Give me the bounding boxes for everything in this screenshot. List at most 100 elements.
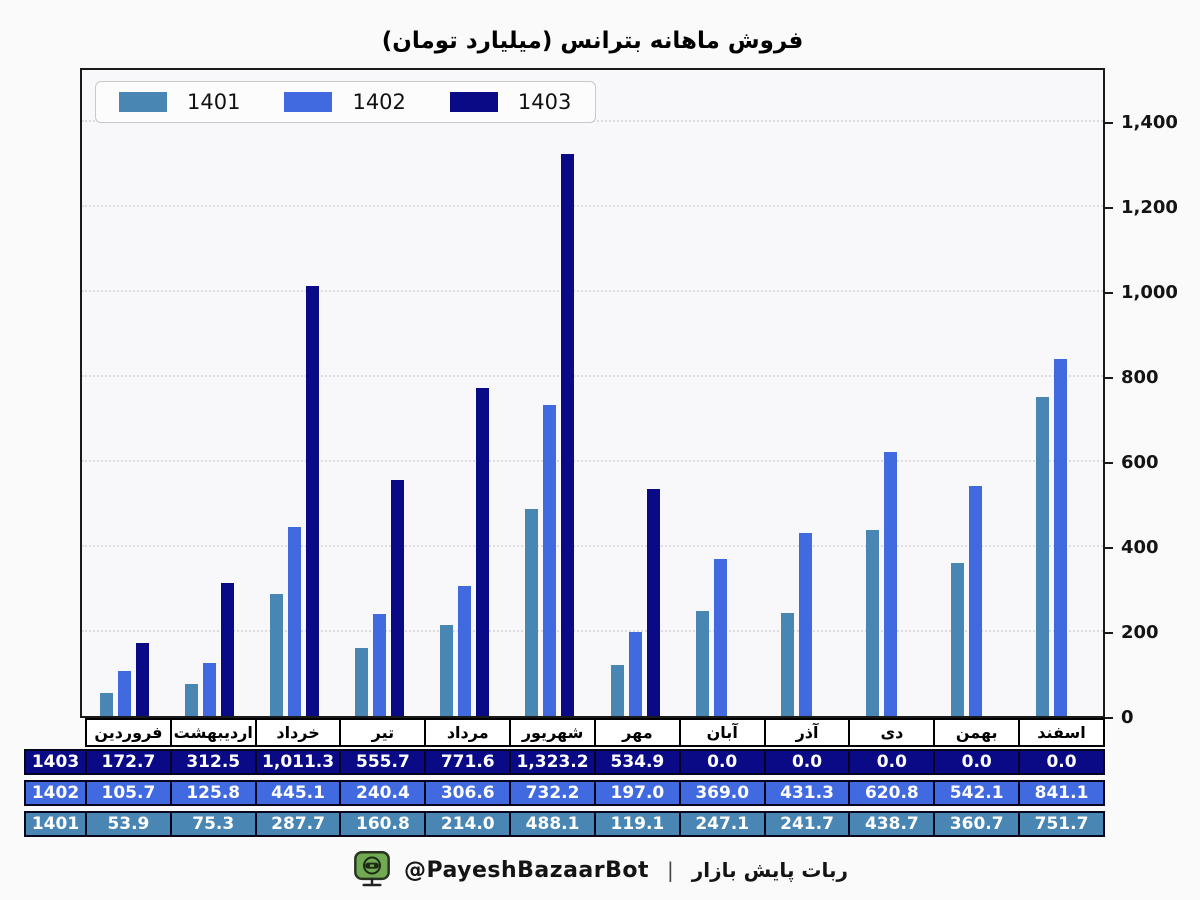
value-cell-1401-m7: 119.1 bbox=[596, 813, 681, 835]
value-cell-1401-m5: 214.0 bbox=[426, 813, 512, 835]
value-cell-1401-m8: 247.1 bbox=[681, 813, 766, 835]
bar-1403-m5 bbox=[476, 388, 490, 716]
bar-1401-m12 bbox=[1035, 397, 1049, 716]
month-header-cell-12: اسفند bbox=[1037, 723, 1086, 742]
plot-area: 1401 1402 1403 bbox=[80, 68, 1105, 718]
value-cell-1401-m10: 438.7 bbox=[850, 813, 936, 835]
y-tick-label: 800 bbox=[1121, 367, 1159, 388]
bar-1402-m11 bbox=[968, 486, 982, 716]
legend-label-1402: 1402 bbox=[352, 90, 406, 114]
table-row-1403: 1403 172.7 312.5 1,011.3 555.7 771.6 1,323.2 53… bbox=[24, 749, 1105, 775]
month-header-cell-6: شهریور bbox=[511, 720, 596, 745]
month-header-cell-11: بهمن bbox=[935, 720, 1021, 745]
bar-1402-m2 bbox=[203, 663, 217, 716]
month-header-cell-2: اردیبهشت bbox=[172, 720, 257, 745]
bar-group-m9 bbox=[763, 70, 848, 716]
legend: 1401 1402 1403 bbox=[95, 81, 597, 123]
year-cell-1402: 1402 bbox=[26, 782, 87, 804]
value-cell-1402-m10: 620.8 bbox=[850, 782, 936, 804]
legend-label-1401: 1401 bbox=[187, 90, 241, 114]
bar-group-m6 bbox=[507, 70, 592, 716]
value-cell-1403-m3: 1,011.3 bbox=[257, 751, 342, 773]
y-tick-label: 1,200 bbox=[1121, 197, 1178, 218]
value-cell-1403-m11: 0.0 bbox=[935, 751, 1021, 773]
legend-item-1402: 1402 bbox=[284, 90, 406, 114]
bar-group-m4 bbox=[337, 70, 422, 716]
bar-1402-m7 bbox=[628, 632, 642, 716]
bar-group-m3 bbox=[252, 70, 337, 716]
month-header-cell-5: مرداد bbox=[426, 720, 512, 745]
value-cell-1402-m1: 105.7 bbox=[87, 782, 172, 804]
value-cell-1402-m7: 197.0 bbox=[596, 782, 681, 804]
gridline bbox=[82, 545, 1103, 547]
bar-group-m8 bbox=[678, 70, 763, 716]
bot-handle[interactable]: @PayeshBazaarBot bbox=[403, 857, 650, 883]
footer: @PayeshBazaarBot | ربات پایش بازار bbox=[0, 848, 1200, 892]
table-row-1401: 1401 53.9 75.3 287.7 160.8 214.0 488.1 119.1 247… bbox=[24, 811, 1105, 837]
bar-1403-m7 bbox=[646, 489, 660, 716]
value-cell-1402-m6: 732.2 bbox=[511, 782, 596, 804]
bar-group-m11 bbox=[933, 70, 1018, 716]
y-tick bbox=[1105, 547, 1113, 549]
bars-layer bbox=[82, 70, 1103, 716]
value-cell-1401-m3: 287.7 bbox=[257, 813, 342, 835]
bar-1402-m5 bbox=[458, 586, 472, 716]
bar-1401-m4 bbox=[355, 648, 369, 716]
y-tick-label: 1,400 bbox=[1121, 112, 1178, 133]
value-cell-1403-m4: 555.7 bbox=[341, 751, 427, 773]
robot-monitor-icon bbox=[354, 851, 390, 887]
value-cell-1403-m10: 0.0 bbox=[850, 751, 936, 773]
bar-1403-m3 bbox=[306, 286, 320, 716]
value-cell-1403-m6: 1,323.2 bbox=[511, 751, 596, 773]
value-cell-1403-m5: 771.6 bbox=[426, 751, 512, 773]
bar-group-m10 bbox=[848, 70, 933, 716]
y-tick-label: 400 bbox=[1121, 537, 1159, 558]
legend-swatch-1403 bbox=[449, 92, 498, 112]
value-cell-1401-m1: 53.9 bbox=[87, 813, 172, 835]
gridline bbox=[82, 460, 1103, 462]
legend-item-1401: 1401 bbox=[119, 90, 240, 114]
gridline bbox=[82, 375, 1103, 377]
y-tick bbox=[1105, 462, 1113, 464]
bar-1402-m12 bbox=[1053, 359, 1067, 716]
value-cell-1403-m7: 534.9 bbox=[596, 751, 681, 773]
value-cell-1403-m8: 0.0 bbox=[681, 751, 766, 773]
bar-1401-m8 bbox=[695, 611, 709, 716]
bar-1402-m3 bbox=[288, 527, 302, 716]
month-header-cell-8: آبان bbox=[681, 720, 766, 745]
year-cell-1401: 1401 bbox=[26, 813, 87, 835]
legend-swatch-1402 bbox=[284, 92, 333, 112]
value-cell-1401-m9: 241.7 bbox=[766, 813, 851, 835]
bar-1403-m2 bbox=[221, 583, 235, 716]
bar-1401-m10 bbox=[865, 530, 879, 716]
footer-separator: | bbox=[667, 858, 674, 882]
bar-1401-m1 bbox=[100, 693, 114, 716]
bar-1403-m1 bbox=[136, 643, 150, 716]
bar-group-m12 bbox=[1018, 70, 1103, 716]
y-axis: 0 200 400 600 800 1,000 1,200 1,400 bbox=[1105, 68, 1195, 728]
month-header-cell-10: دی bbox=[850, 720, 936, 745]
value-cell-1401-m2: 75.3 bbox=[172, 813, 257, 835]
y-tick-label: 600 bbox=[1121, 452, 1159, 473]
value-cell-1401-m11: 360.7 bbox=[935, 813, 1021, 835]
value-cell-1402-m9: 431.3 bbox=[766, 782, 851, 804]
y-tick-label: 1,000 bbox=[1121, 282, 1178, 303]
bar-1403-m4 bbox=[391, 480, 405, 716]
value-cell-1403-m2: 312.5 bbox=[172, 751, 257, 773]
value-cell-1402-m8: 369.0 bbox=[681, 782, 766, 804]
gridline bbox=[82, 205, 1103, 207]
value-cell-1402-m11: 542.1 bbox=[935, 782, 1021, 804]
bar-group-m1 bbox=[82, 70, 167, 716]
y-tick bbox=[1105, 717, 1113, 719]
value-cell-1403-m12: 0.0 bbox=[1046, 752, 1077, 772]
y-tick-label: 0 bbox=[1121, 707, 1134, 728]
y-tick-label: 200 bbox=[1121, 622, 1159, 643]
y-tick bbox=[1105, 632, 1113, 634]
bar-1401-m2 bbox=[185, 684, 199, 716]
bar-1402-m8 bbox=[713, 559, 727, 716]
legend-swatch-1401 bbox=[119, 92, 167, 112]
value-cell-1402-m12: 841.1 bbox=[1034, 783, 1089, 803]
bar-1401-m6 bbox=[525, 509, 539, 716]
bar-group-m2 bbox=[167, 70, 252, 716]
